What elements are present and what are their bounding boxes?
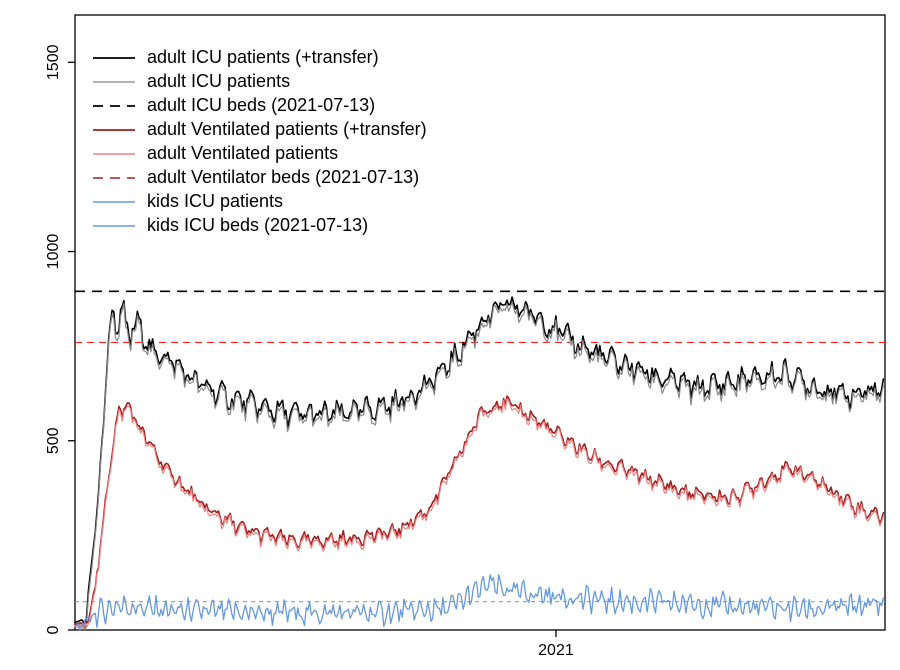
y-tick-label: 0 (45, 625, 62, 634)
y-tick-label: 1500 (45, 44, 62, 80)
legend-label: adult ICU patients (+transfer) (147, 47, 379, 67)
chart-container: 0 500 1000 1500 2021 adult ICU patients (+tra… (0, 0, 900, 670)
x-tick-label: 2021 (538, 642, 574, 659)
y-tick-label: 1000 (45, 234, 62, 270)
legend-label: adult Ventilator beds (2021-07-13) (147, 167, 419, 187)
y-tick-label: 500 (45, 427, 62, 454)
legend-label: adult ICU patients (147, 71, 290, 91)
legend-label: kids ICU beds (2021-07-13) (147, 215, 368, 235)
chart-svg: 0 500 1000 1500 2021 adult ICU patients (+tra… (0, 0, 900, 670)
legend-label: kids ICU patients (147, 191, 283, 211)
legend-label: adult Ventilated patients (+transfer) (147, 119, 427, 139)
legend-label: adult ICU beds (2021-07-13) (147, 95, 375, 115)
legend-label: adult Ventilated patients (147, 143, 338, 163)
